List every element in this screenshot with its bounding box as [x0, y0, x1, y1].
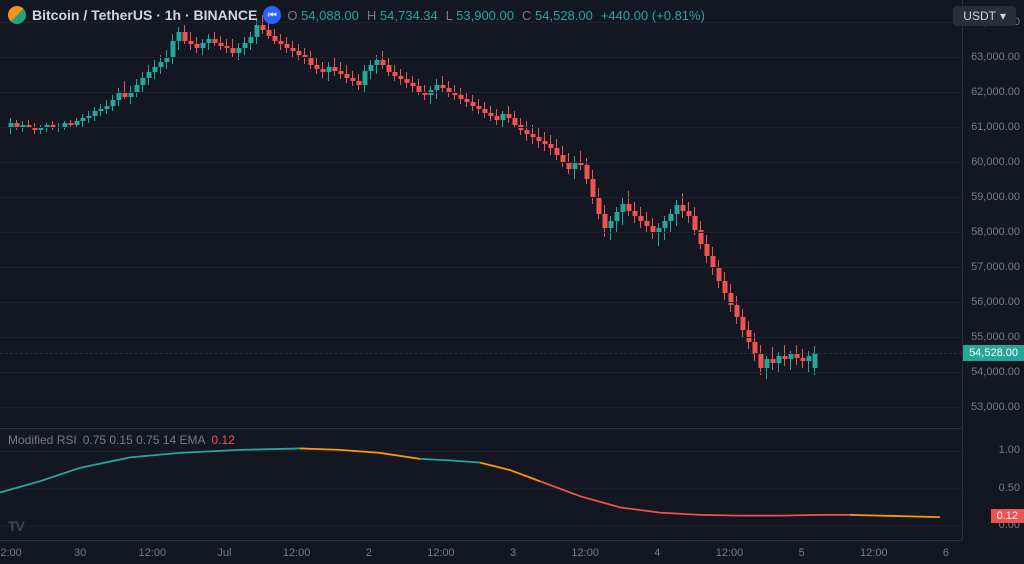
x-tick-label: 12:00 — [139, 547, 167, 559]
price-y-axis[interactable]: 53,000.00 54,000.00 55,000.00 56,000.00 57,0… — [962, 0, 1024, 428]
replay-icon[interactable]: ⏮ — [263, 6, 281, 24]
y-tick-label: 56,000.00 — [971, 296, 1020, 308]
x-tick-label: 12:00 — [571, 547, 599, 559]
x-tick-label: Jul — [217, 547, 231, 559]
rsi-panel[interactable]: Modified RSI 0.75 0.15 0.75 14 EMA 0.12 — [0, 428, 962, 540]
rsi-header: Modified RSI 0.75 0.15 0.75 14 EMA 0.12 — [8, 433, 235, 447]
x-tick-label: 12:00 — [716, 547, 744, 559]
rsi-last-value: 0.12 — [211, 433, 234, 447]
x-tick-label: 12:00 — [283, 547, 311, 559]
y-tick-label: 60,000.00 — [971, 156, 1020, 168]
price-chart[interactable] — [0, 0, 962, 428]
low-label: L — [446, 8, 453, 23]
rsi-y-tick: 0.50 — [999, 482, 1020, 494]
high-value: 54,734.34 — [380, 8, 438, 23]
currency-selector[interactable]: USDT ▾ — [953, 6, 1016, 26]
pair-icon — [8, 6, 26, 24]
x-tick-label: 6 — [943, 547, 949, 559]
currency-label: USDT — [963, 9, 996, 23]
x-tick-label: 30 — [74, 547, 86, 559]
rsi-y-tick: 1.00 — [999, 444, 1020, 456]
x-tick-label: 3 — [510, 547, 516, 559]
chart-header: Bitcoin / TetherUS · 1h · BINANCE ⏮ O 54… — [8, 6, 705, 24]
rsi-value-tag: 0.12 — [991, 509, 1024, 523]
y-tick-label: 57,000.00 — [971, 261, 1020, 273]
chevron-down-icon: ▾ — [1000, 9, 1006, 23]
rsi-y-axis[interactable]: 0.000.501.000.12 — [962, 428, 1024, 540]
low-value: 53,900.00 — [456, 8, 514, 23]
y-tick-label: 53,000.00 — [971, 401, 1020, 413]
change-value: +440.00 (+0.81%) — [601, 8, 705, 23]
rsi-params: 0.75 0.15 0.75 14 EMA — [83, 433, 206, 447]
close-value: 54,528.00 — [535, 8, 593, 23]
symbol-title[interactable]: Bitcoin / TetherUS · 1h · BINANCE — [32, 7, 257, 23]
x-tick-label: 2 — [366, 547, 372, 559]
open-label: O — [287, 8, 297, 23]
x-tick-label: 5 — [799, 547, 805, 559]
ohlc-readout: O 54,088.00 H 54,734.34 L 53,900.00 C 54… — [287, 8, 705, 23]
time-x-axis[interactable]: 12:00 30 12:00 Jul 12:00 2 12:00 3 12:00 4 12:00 5 1… — [0, 540, 962, 564]
y-tick-label: 63,000.00 — [971, 51, 1020, 63]
tradingview-logo: TV — [8, 518, 24, 534]
y-tick-label: 62,000.00 — [971, 86, 1020, 98]
open-value: 54,088.00 — [301, 8, 359, 23]
y-tick-label: 59,000.00 — [971, 191, 1020, 203]
y-tick-label: 54,000.00 — [971, 366, 1020, 378]
high-label: H — [367, 8, 376, 23]
close-label: C — [522, 8, 531, 23]
x-tick-label: 4 — [654, 547, 660, 559]
y-tick-label: 58,000.00 — [971, 226, 1020, 238]
x-tick-label: 12:00 — [0, 547, 22, 559]
last-price-tag: 54,528.00 — [963, 345, 1024, 361]
rsi-title: Modified RSI — [8, 433, 77, 447]
y-tick-label: 61,000.00 — [971, 121, 1020, 133]
x-tick-label: 12:00 — [427, 547, 455, 559]
y-tick-label: 55,000.00 — [971, 331, 1020, 343]
x-tick-label: 12:00 — [860, 547, 888, 559]
